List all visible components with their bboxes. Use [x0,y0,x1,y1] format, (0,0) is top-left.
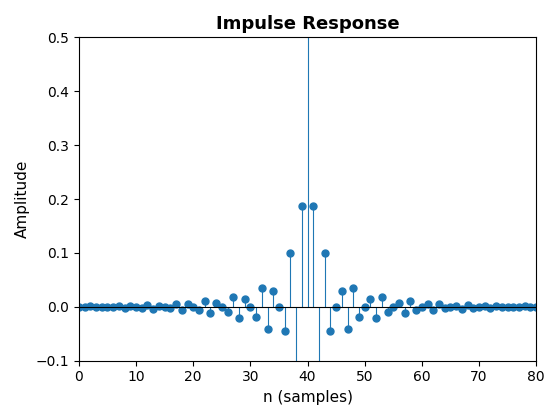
Title: Impulse Response: Impulse Response [216,15,399,33]
X-axis label: n (samples): n (samples) [263,390,353,405]
Y-axis label: Amplitude: Amplitude [15,160,30,238]
